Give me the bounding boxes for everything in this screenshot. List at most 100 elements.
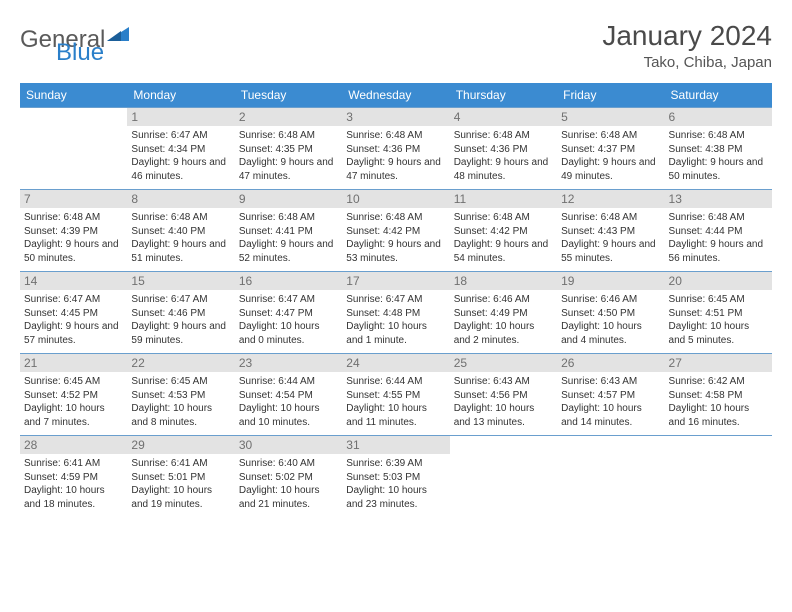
day-info: Sunrise: 6:43 AMSunset: 4:57 PMDaylight:… [561,375,660,429]
calendar-day-cell: 9 Sunrise: 6:48 AMSunset: 4:41 PMDaylight… [235,190,342,272]
day-number: 7 [20,190,127,208]
day-info: Sunrise: 6:44 AMSunset: 4:54 PMDaylight:… [239,375,338,429]
day-info: Sunrise: 6:39 AMSunset: 5:03 PMDaylight:… [346,457,445,511]
day-number: 17 [342,272,449,290]
month-title: January 2024 [602,20,772,52]
calendar-day-cell: 13Sunrise: 6:48 AMSunset: 4:44 PMDayligh… [665,190,772,272]
day-number: 30 [235,436,342,454]
day-header: Saturday [665,83,772,108]
day-number: 31 [342,436,449,454]
day-number: 21 [20,354,127,372]
calendar-week-row: 28 Sunrise: 6:41 AMSunset: 4:59 PMDayligh… [20,436,772,518]
calendar-day-cell: 18 Sunrise: 6:46 AMSunset: 4:49 PMDayligh… [450,272,557,354]
calendar-day-cell: 17 Sunrise: 6:47 AMSunset: 4:48 PMDayligh… [342,272,449,354]
brand-triangle-icon [107,20,129,48]
day-number: 19 [557,272,664,290]
day-header: Sunday [20,83,127,108]
day-info: Sunrise: 6:48 AMSunset: 4:36 PMDaylight:… [346,129,445,183]
day-info: Sunrise: 6:48 AMSunset: 4:41 PMDaylight:… [239,211,338,265]
day-number: 27 [665,354,772,372]
day-header: Thursday [450,83,557,108]
day-header: Friday [557,83,664,108]
calendar-day-cell: 25Sunrise: 6:43 AMSunset: 4:56 PMDayligh… [450,354,557,436]
day-number: 10 [342,190,449,208]
day-number: 28 [20,436,127,454]
day-number: 16 [235,272,342,290]
calendar-day-cell: 15 Sunrise: 6:47 AMSunset: 4:46 PMDayligh… [127,272,234,354]
calendar-day-cell: 28 Sunrise: 6:41 AMSunset: 4:59 PMDayligh… [20,436,127,518]
day-info: Sunrise: 6:47 AMSunset: 4:45 PMDaylight:… [24,293,123,347]
day-number: 15 [127,272,234,290]
page-header: General January 2024 Tako, Chiba, Japan [20,20,772,71]
day-number: 11 [450,190,557,208]
day-info: Sunrise: 6:47 AMSunset: 4:48 PMDaylight:… [346,293,445,347]
calendar-day-cell: 16 Sunrise: 6:47 AMSunset: 4:47 PMDayligh… [235,272,342,354]
calendar-day-cell: 4 Sunrise: 6:48 AMSunset: 4:36 PMDaylight… [450,108,557,190]
calendar-day-cell: 24 Sunrise: 6:44 AMSunset: 4:55 PMDayligh… [342,354,449,436]
day-info: Sunrise: 6:48 AMSunset: 4:39 PMDaylight:… [24,211,123,265]
calendar-day-cell [557,436,664,518]
calendar-week-row: 14 Sunrise: 6:47 AMSunset: 4:45 PMDayligh… [20,272,772,354]
day-number: 8 [127,190,234,208]
day-number: 26 [557,354,664,372]
day-number: 23 [235,354,342,372]
calendar-day-cell: 21 Sunrise: 6:45 AMSunset: 4:52 PMDayligh… [20,354,127,436]
calendar-day-cell: 23 Sunrise: 6:44 AMSunset: 4:54 PMDayligh… [235,354,342,436]
day-number: 1 [127,108,234,126]
day-info: Sunrise: 6:48 AMSunset: 4:42 PMDaylight:… [346,211,445,265]
day-info: Sunrise: 6:45 AMSunset: 4:52 PMDaylight:… [24,375,123,429]
day-info: Sunrise: 6:48 AMSunset: 4:40 PMDaylight:… [131,211,230,265]
calendar-day-cell: 1Sunrise: 6:47 AMSunset: 4:34 PMDaylight… [127,108,234,190]
day-number: 5 [557,108,664,126]
day-number: 25 [450,354,557,372]
calendar-day-cell: 11Sunrise: 6:48 AMSunset: 4:42 PMDayligh… [450,190,557,272]
day-number: 3 [342,108,449,126]
day-info: Sunrise: 6:48 AMSunset: 4:38 PMDaylight:… [669,129,768,183]
calendar-day-cell: 26 Sunrise: 6:43 AMSunset: 4:57 PMDayligh… [557,354,664,436]
day-info: Sunrise: 6:42 AMSunset: 4:58 PMDaylight:… [669,375,768,429]
day-number: 4 [450,108,557,126]
day-info: Sunrise: 6:48 AMSunset: 4:36 PMDaylight:… [454,129,553,183]
calendar-day-cell: 14 Sunrise: 6:47 AMSunset: 4:45 PMDayligh… [20,272,127,354]
calendar-day-cell: 3 Sunrise: 6:48 AMSunset: 4:36 PMDaylight… [342,108,449,190]
day-header: Wednesday [342,83,449,108]
day-info: Sunrise: 6:46 AMSunset: 4:49 PMDaylight:… [454,293,553,347]
title-block: January 2024 Tako, Chiba, Japan [602,20,772,71]
day-info: Sunrise: 6:48 AMSunset: 4:44 PMDaylight:… [669,211,768,265]
calendar-body: 1Sunrise: 6:47 AMSunset: 4:34 PMDaylight… [20,108,772,518]
day-info: Sunrise: 6:41 AMSunset: 4:59 PMDaylight:… [24,457,123,511]
day-number: 20 [665,272,772,290]
calendar-day-cell: 10 Sunrise: 6:48 AMSunset: 4:42 PMDayligh… [342,190,449,272]
calendar-day-cell: 2 Sunrise: 6:48 AMSunset: 4:35 PMDaylight… [235,108,342,190]
calendar-day-cell: 8 Sunrise: 6:48 AMSunset: 4:40 PMDaylight… [127,190,234,272]
day-number: 18 [450,272,557,290]
day-number: 2 [235,108,342,126]
day-number: 9 [235,190,342,208]
day-number: 24 [342,354,449,372]
calendar-day-cell [450,436,557,518]
day-info: Sunrise: 6:48 AMSunset: 4:35 PMDaylight:… [239,129,338,183]
calendar-day-cell: 7 Sunrise: 6:48 AMSunset: 4:39 PMDaylight… [20,190,127,272]
day-info: Sunrise: 6:48 AMSunset: 4:37 PMDaylight:… [561,129,660,183]
calendar-day-cell: 27 Sunrise: 6:42 AMSunset: 4:58 PMDayligh… [665,354,772,436]
day-number: 14 [20,272,127,290]
day-info: Sunrise: 6:47 AMSunset: 4:47 PMDaylight:… [239,293,338,347]
location-text: Tako, Chiba, Japan [602,54,772,71]
calendar-day-cell: 19 Sunrise: 6:46 AMSunset: 4:50 PMDayligh… [557,272,664,354]
calendar-day-cell: 6Sunrise: 6:48 AMSunset: 4:38 PMDaylight… [665,108,772,190]
day-info: Sunrise: 6:44 AMSunset: 4:55 PMDaylight:… [346,375,445,429]
day-header: Tuesday [235,83,342,108]
day-info: Sunrise: 6:47 AMSunset: 4:46 PMDaylight:… [131,293,230,347]
day-header: Monday [127,83,234,108]
calendar-day-cell: 12Sunrise: 6:48 AMSunset: 4:43 PMDayligh… [557,190,664,272]
calendar-day-cell: 31 Sunrise: 6:39 AMSunset: 5:03 PMDayligh… [342,436,449,518]
day-info: Sunrise: 6:45 AMSunset: 4:51 PMDaylight:… [669,293,768,347]
day-info: Sunrise: 6:46 AMSunset: 4:50 PMDaylight:… [561,293,660,347]
calendar-week-row: 7 Sunrise: 6:48 AMSunset: 4:39 PMDaylight… [20,190,772,272]
calendar-week-row: 21 Sunrise: 6:45 AMSunset: 4:52 PMDayligh… [20,354,772,436]
brand-part2: Blue [56,39,104,66]
day-number: 22 [127,354,234,372]
day-info: Sunrise: 6:41 AMSunset: 5:01 PMDaylight:… [131,457,230,511]
day-number: 29 [127,436,234,454]
calendar-day-cell: 20 Sunrise: 6:45 AMSunset: 4:51 PMDayligh… [665,272,772,354]
